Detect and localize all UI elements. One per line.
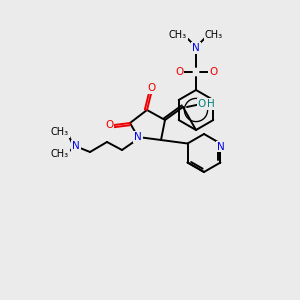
Text: O: O [209,67,217,77]
Text: O: O [175,67,183,77]
Text: CH₃: CH₃ [51,127,69,137]
Text: O: O [147,83,155,93]
Text: N: N [192,43,200,53]
Text: CH₃: CH₃ [205,30,223,40]
Text: H: H [207,99,215,109]
Text: N: N [134,132,142,142]
Text: N: N [72,141,80,151]
Text: N: N [217,142,224,152]
Text: CH₃: CH₃ [51,149,69,159]
Text: O: O [105,120,113,130]
Text: O: O [198,99,206,109]
Text: CH₃: CH₃ [169,30,187,40]
